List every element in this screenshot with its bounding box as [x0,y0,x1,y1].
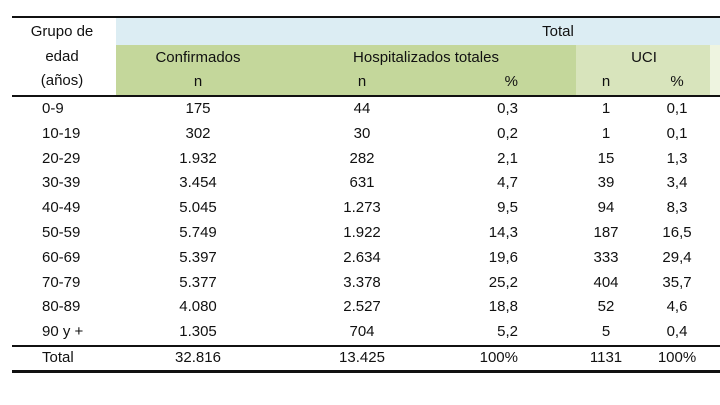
cell-hosp-pct: 0,3 [497,100,518,117]
cell-hosp-n: 282 [349,149,375,167]
cell-hosp-n: 30 [353,124,371,142]
cell-hosp-n: 44 [353,100,371,117]
cell-confirmed: 1.932 [179,149,217,167]
cell-hosp-pct: 19,6 [488,248,518,266]
cell-icu-pct: 0,4 [666,323,688,341]
total-rule [12,345,720,347]
sub-hosp-pct: % [504,73,518,90]
age-group-header-1: Grupo de [30,23,94,40]
cell-age: 10-19 [42,124,81,142]
cell-hosp-pct: 25,2 [488,273,518,291]
total-header-band [116,18,720,45]
cell-icu-n: 52 [597,298,615,316]
cell-age: 60-69 [42,248,81,266]
cell-hosp-n: 704 [349,323,375,341]
cell-icu-n: 39 [597,174,615,192]
cell-confirmed: 302 [185,124,211,142]
cell-confirmed: 5.749 [179,224,217,241]
cell-icu-n: 404 [593,273,619,291]
sub-icu-n: n [601,73,611,90]
cell-hosp-pct: 4,7 [497,174,518,192]
cell-hosp-n: 2.527 [343,298,381,316]
bottom-rule [12,370,720,373]
hospitalized-header: Hospitalizados totales [353,49,499,66]
cell-icu-n: 94 [597,199,615,217]
cell-age: 20-29 [42,149,81,167]
cell-icu-n: 1 [601,124,611,142]
cell-icu-n: 187 [593,224,619,241]
total-hosp-n: 13.425 [339,349,385,366]
cell-age: 80-89 [42,298,81,316]
cell-hosp-n: 3.378 [343,273,381,291]
cell-icu-n: 5 [601,323,611,341]
top-rule [12,16,720,18]
total-hosp-pct: 100% [479,349,518,366]
icu-header: UCI [631,49,657,66]
extra-header-band [710,45,720,95]
green-header-band [116,45,576,95]
cell-icu-n: 333 [593,248,619,266]
cell-icu-pct: 4,6 [666,298,688,316]
cell-hosp-pct: 14,3 [488,224,518,241]
cell-icu-pct: 0,1 [666,100,688,117]
cell-confirmed: 5.397 [179,248,217,266]
confirmed-header: Confirmados [155,49,241,66]
total-row-label: Total [42,349,74,366]
cell-icu-pct: 3,4 [666,174,688,192]
total-icu-n: 1131 [589,349,623,366]
cell-icu-pct: 29,4 [662,248,692,266]
age-group-header-2: edad [45,48,79,65]
cell-confirmed: 3.454 [179,174,217,192]
cell-age: 0-9 [42,100,64,117]
cell-hosp-pct: 2,1 [497,149,518,167]
header-rule [12,95,720,97]
cell-age: 70-79 [42,273,81,291]
cell-confirmed: 5.377 [179,273,217,291]
cell-hosp-n: 1.273 [343,199,381,217]
cell-hosp-pct: 9,5 [497,199,518,217]
cell-hosp-pct: 5,2 [497,323,518,341]
cell-icu-n: 1 [601,100,611,117]
cell-hosp-n: 2.634 [343,248,381,266]
cell-age: 50-59 [42,224,81,241]
cell-icu-pct: 0,1 [666,124,688,142]
cell-hosp-pct: 0,2 [497,124,518,142]
cell-age: 30-39 [42,174,81,192]
cell-hosp-pct: 18,8 [488,298,518,316]
age-group-header-3: (años) [40,72,84,89]
sub-icu-pct: % [670,73,684,90]
cell-age: 40-49 [42,199,81,217]
cell-hosp-n: 1.922 [343,224,381,241]
cell-confirmed: 5.045 [179,199,217,217]
cell-icu-pct: 16,5 [662,224,692,241]
cell-icu-pct: 1,3 [666,149,688,167]
cell-confirmed: 175 [185,100,211,117]
sub-confirmed-n: n [193,73,203,90]
cell-icu-n: 15 [597,149,615,167]
total-confirmed: 32.816 [175,349,221,366]
cell-confirmed: 1.305 [179,323,217,341]
total-icu-pct: 100% [657,349,697,366]
cell-icu-pct: 35,7 [662,273,692,291]
icu-header-band [576,45,710,95]
total-header: Total [542,23,574,40]
sub-hosp-n: n [357,73,367,90]
cell-confirmed: 4.080 [179,298,217,316]
cell-age: 90 y + [42,323,84,341]
cell-hosp-n: 631 [349,174,375,192]
cell-icu-pct: 8,3 [666,199,688,217]
